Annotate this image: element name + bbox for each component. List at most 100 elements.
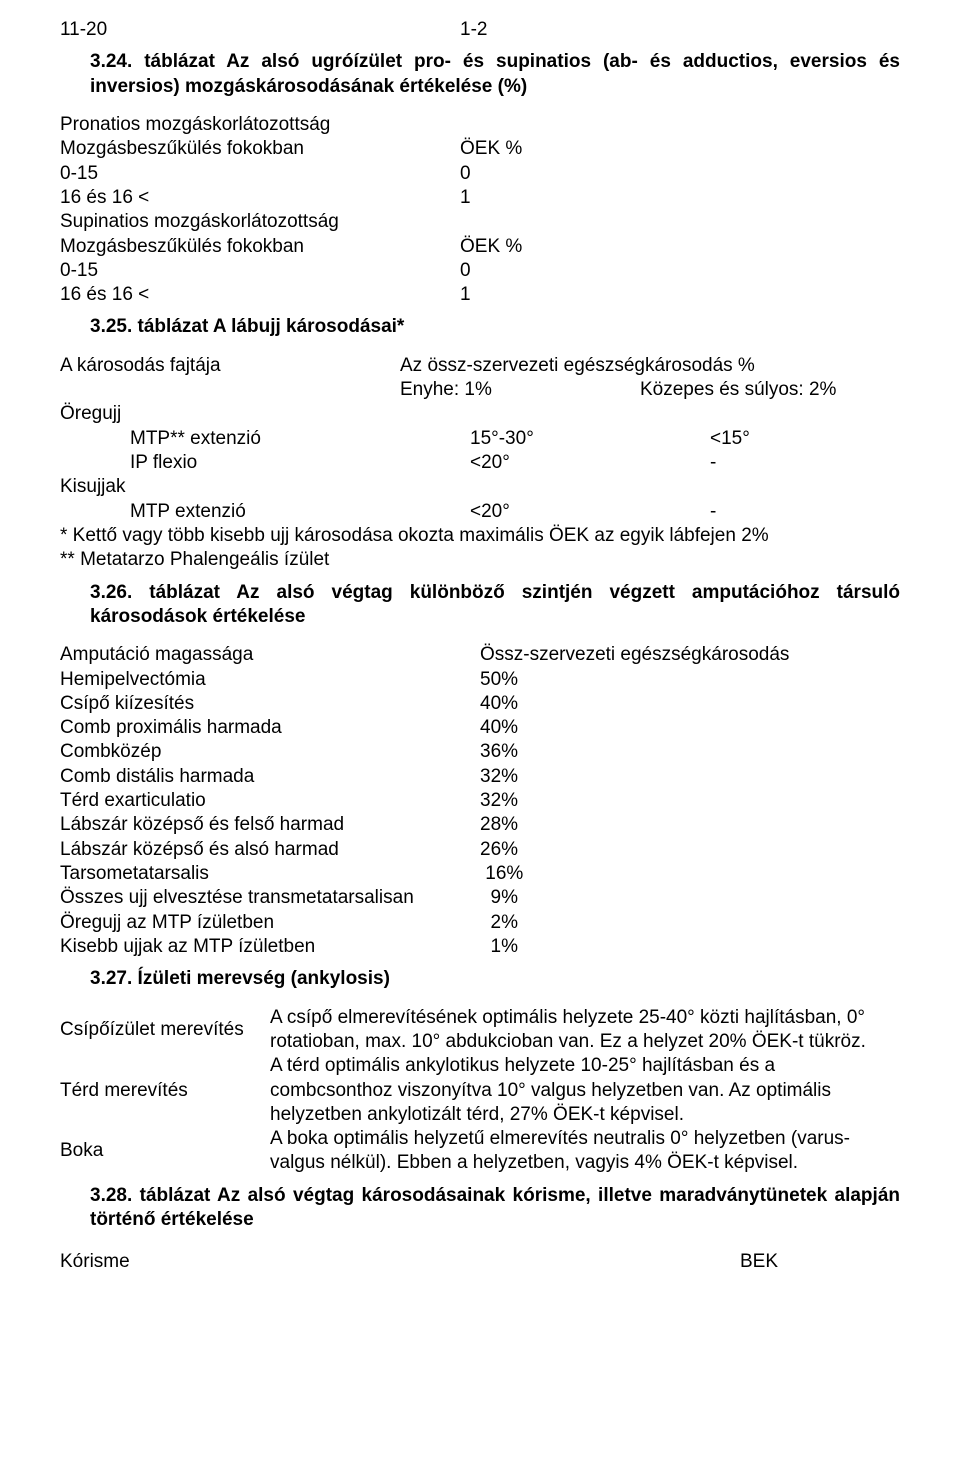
range-right: 1-2 [460, 18, 760, 42]
heading-3-27: 3.27. Ízületi merevség (ankylosis) [90, 967, 900, 991]
definition-row: Térd merevítés A térd optimális ankyloti… [60, 1054, 900, 1127]
cell-left: Combközép [60, 740, 480, 764]
definition-row: Boka A boka optimális helyzetű elmerevít… [60, 1127, 900, 1176]
cell-right: 2% [480, 911, 900, 935]
cell: MTP** extenzió [60, 427, 470, 451]
cell: Az össz-szervezeti egészségkárosodás % [400, 354, 900, 378]
cell-left: Mozgásbeszűkülés fokokban [60, 235, 460, 259]
cell-right: 1 [460, 186, 760, 210]
table-row: Pronatios mozgáskorlátozottság [60, 113, 900, 137]
amp-rows-container: Hemipelvectómia50%Csípő kiízesítés40%Com… [60, 668, 900, 960]
table-row: Combközép36% [60, 740, 900, 764]
cell: Amputáció magassága [60, 643, 480, 667]
document-page: 11-20 1-2 3.24. táblázat Az alsó ugróízü… [0, 0, 960, 1315]
cell-left: Lábszár középső és alsó harmad [60, 838, 480, 862]
table-header-row: A károsodás fajtája Az össz-szervezeti e… [60, 354, 900, 378]
footnote: * Kettő vagy több kisebb ujj károsodása … [60, 524, 900, 548]
table-row: Összes ujj elvesztése transmetatarsalisa… [60, 886, 900, 910]
table-row: Öregujj az MTP ízületben 2% [60, 911, 900, 935]
heading-3-25: 3.25. táblázat A lábujj károsodásai* [90, 315, 900, 339]
cell: Enyhe: 1% [400, 378, 640, 402]
cell: Kórisme [60, 1250, 740, 1274]
footnote: ** Metatarzo Phalengeális ízület [60, 548, 900, 572]
definition-desc: A térd optimális ankylotikus helyzete 10… [270, 1054, 900, 1127]
cell: - [710, 500, 900, 524]
cell-right [460, 210, 760, 234]
cell: <15° [710, 427, 900, 451]
cell-left: Térd exarticulatio [60, 789, 480, 813]
cell: 15°-30° [470, 427, 710, 451]
cell-left: 0-15 [60, 259, 460, 283]
cell: IP flexio [60, 451, 470, 475]
cell-left: 16 és 16 < [60, 283, 460, 307]
table-row: 0-15 0 [60, 259, 900, 283]
cell-right: 1 [460, 283, 760, 307]
cell-left: Csípő kiízesítés [60, 692, 480, 716]
cell: BEK [740, 1250, 778, 1274]
cell: MTP extenzió [60, 500, 470, 524]
cell: A károsodás fajtája [60, 354, 400, 378]
cell-right: ÖEK % [460, 137, 760, 161]
table-row: Térd exarticulatio32% [60, 789, 900, 813]
cell-right: 16% [480, 862, 900, 886]
table-row: Lábszár középső és alsó harmad26% [60, 838, 900, 862]
table-row: Kórisme BEK [60, 1250, 900, 1274]
table-row: MTP extenzió <20° - [60, 500, 900, 524]
cell-right: 36% [480, 740, 900, 764]
table-row: MTP** extenzió 15°-30° <15° [60, 427, 900, 451]
cell-right: 0 [460, 259, 760, 283]
heading-3-24: 3.24. táblázat Az alsó ugróízület pro- é… [90, 50, 900, 99]
table-subheader-row: Enyhe: 1% Közepes és súlyos: 2% [60, 378, 900, 402]
cell: <20° [470, 451, 710, 475]
cell-right: 0 [460, 162, 760, 186]
table-row: Lábszár középső és felső harmad28% [60, 813, 900, 837]
cell-right: 32% [480, 789, 900, 813]
cell-left: Összes ujj elvesztése transmetatarsalisa… [60, 886, 480, 910]
cell-left: 0-15 [60, 162, 460, 186]
cell-right: 9% [480, 886, 900, 910]
table-row: Comb distális harmada32% [60, 765, 900, 789]
range-row: 11-20 1-2 [60, 18, 900, 42]
range-left: 11-20 [60, 18, 460, 42]
cell-left: 16 és 16 < [60, 186, 460, 210]
table-row: Comb proximális harmada40% [60, 716, 900, 740]
cell-right: 32% [480, 765, 900, 789]
cell-right: 40% [480, 692, 900, 716]
table-row: Tarsometatarsalis 16% [60, 862, 900, 886]
cell-right [460, 113, 760, 137]
definition-name: Boka [60, 1127, 270, 1176]
definition-name: Térd merevítés [60, 1054, 270, 1127]
definition-row: Csípőízület merevítés A csípő elmerevíté… [60, 1006, 900, 1055]
table-row: 16 és 16 < 1 [60, 186, 900, 210]
cell-left: Lábszár középső és felső harmad [60, 813, 480, 837]
cell-left: Pronatios mozgáskorlátozottság [60, 113, 460, 137]
cell-left: Hemipelvectómia [60, 668, 480, 692]
table-row: Mozgásbeszűkülés fokokban ÖEK % [60, 235, 900, 259]
table-row: Kisebb ujjak az MTP ízületben 1% [60, 935, 900, 959]
cell [60, 378, 400, 402]
cell: <20° [470, 500, 710, 524]
table-row: Mozgásbeszűkülés fokokban ÖEK % [60, 137, 900, 161]
cell: Össz-szervezeti egészségkárosodás [480, 643, 900, 667]
cell-right: 1% [480, 935, 900, 959]
table-header-row: Amputáció magassága Össz-szervezeti egés… [60, 643, 900, 667]
row-group-label: Kisujjak [60, 475, 900, 499]
definition-name: Csípőízület merevítés [60, 1006, 270, 1055]
cell-left: Mozgásbeszűkülés fokokban [60, 137, 460, 161]
table-row: Supinatios mozgáskorlátozottság [60, 210, 900, 234]
cell-left: Kisebb ujjak az MTP ízületben [60, 935, 480, 959]
cell: Közepes és súlyos: 2% [640, 378, 900, 402]
cell-left: Öregujj az MTP ízületben [60, 911, 480, 935]
table-row: 0-15 0 [60, 162, 900, 186]
definition-desc: A boka optimális helyzetű elmerevítés ne… [270, 1127, 900, 1176]
table-row: 16 és 16 < 1 [60, 283, 900, 307]
cell-left: Supinatios mozgáskorlátozottság [60, 210, 460, 234]
cell-right: 50% [480, 668, 900, 692]
cell-left: Comb proximális harmada [60, 716, 480, 740]
cell-left: Tarsometatarsalis [60, 862, 480, 886]
cell-right: 26% [480, 838, 900, 862]
table-row: Hemipelvectómia50% [60, 668, 900, 692]
definition-desc: A csípő elmerevítésének optimális helyze… [270, 1006, 900, 1055]
cell: - [710, 451, 900, 475]
heading-3-28: 3.28. táblázat Az alsó végtag károsodása… [90, 1184, 900, 1233]
